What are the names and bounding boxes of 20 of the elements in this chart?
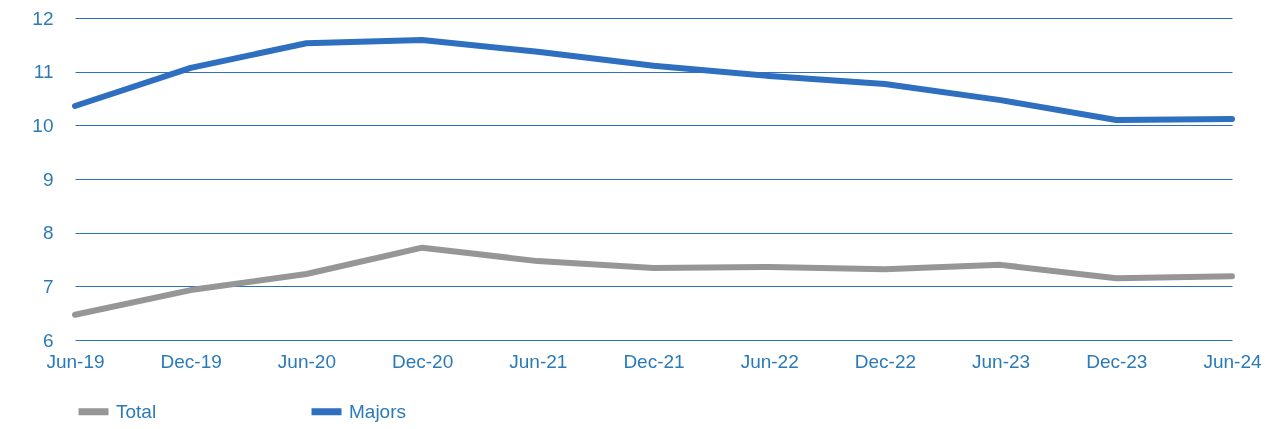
y-tick-label: 8	[42, 222, 54, 244]
x-tick-label: Jun-23	[972, 350, 1031, 372]
x-tick-label: Dec-19	[160, 350, 222, 372]
y-tick-label: 7	[42, 275, 54, 297]
y-tick-label: 12	[32, 7, 54, 29]
y-tick-label: 11	[33, 61, 54, 83]
y-tick-label: 10	[32, 114, 54, 136]
x-tick-label: Dec-22	[854, 350, 917, 372]
x-tick-label: Jun-24	[1203, 350, 1262, 372]
x-tick-label: Jun-21	[509, 350, 568, 372]
x-tick-label: Dec-20	[391, 350, 454, 372]
legend-label: Total	[116, 400, 157, 422]
x-tick-label: Jun-22	[740, 350, 799, 372]
x-tick-label: Jun-19	[46, 350, 105, 372]
y-tick-label: 9	[42, 168, 54, 190]
y-tick-label: 6	[42, 329, 54, 351]
x-tick-label: Dec-23	[1086, 350, 1148, 372]
x-tick-label: Jun-20	[277, 350, 336, 372]
legend-label: Majors	[349, 400, 407, 422]
x-tick-label: Dec-21	[623, 350, 685, 372]
